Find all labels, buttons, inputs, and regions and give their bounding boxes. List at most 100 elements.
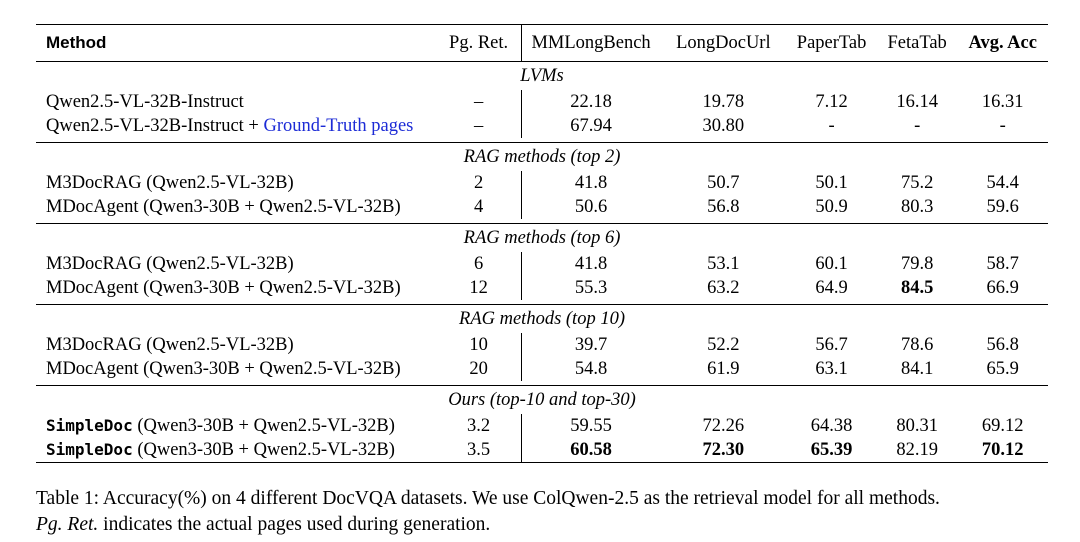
section-title: RAG methods (top 2): [36, 142, 1048, 171]
header-mmlongbench: MMLongBench: [520, 24, 661, 62]
avg-acc-cell: 58.7: [986, 254, 1019, 274]
papertab-cell: 7.12: [815, 92, 848, 112]
header-fetatab: FetaTab: [876, 24, 958, 62]
fetatab-cell: 78.6: [900, 335, 934, 355]
simpledoc-name: SimpleDoc: [46, 416, 133, 435]
fetatab-cell: 84.1: [900, 359, 934, 379]
header-avg-acc: Avg. Acc: [957, 24, 1048, 62]
table-row: SimpleDoc (Qwen3-30B + Qwen2.5-VL-32B) 3…: [36, 438, 1048, 463]
mmlongbench-cell: 39.7: [520, 333, 661, 357]
fetatab-cell: 16.14: [896, 92, 938, 112]
pg-ret-cell: –: [473, 92, 484, 112]
method-cell: MDocAgent (Qwen3-30B + Qwen2.5-VL-32B): [46, 197, 401, 217]
method-text: (Qwen3-30B + Qwen2.5-VL-32B): [132, 416, 395, 436]
fetatab-cell: 75.2: [900, 173, 934, 193]
pg-ret-cell: 10: [469, 335, 488, 355]
pg-ret-cell: 3.5: [436, 438, 522, 463]
table-row: SimpleDoc (Qwen3-30B + Qwen2.5-VL-32B) 3…: [36, 414, 1048, 438]
avg-acc-cell: 66.9: [986, 278, 1019, 298]
section-title: RAG methods (top 6): [36, 223, 1048, 252]
table-header-row: Method Pg. Ret. MMLongBench LongDocUrl P…: [36, 24, 1048, 62]
papertab-cell: 63.1: [815, 359, 848, 379]
section-title: LVMs: [520, 66, 564, 86]
table-row: Qwen2.5-VL-32B-Instruct – 22.18 19.78 7.…: [36, 90, 1048, 114]
avg-acc-cell: 59.6: [986, 197, 1019, 217]
table-row: M3DocRAG (Qwen2.5-VL-32B) 10 39.7 52.2 5…: [36, 333, 1048, 357]
caption-line-2: Pg. Ret. indicates the actual pages used…: [36, 512, 1056, 538]
longdocurl-cell: 50.7: [707, 173, 740, 193]
method-cell: M3DocRAG (Qwen2.5-VL-32B): [46, 173, 294, 193]
method-cell: MDocAgent (Qwen3-30B + Qwen2.5-VL-32B): [46, 359, 401, 379]
mmlongbench-cell: 41.8: [520, 252, 661, 276]
avg-acc-cell: 65.9: [986, 359, 1019, 379]
avg-acc-cell-best: 70.12: [957, 438, 1048, 463]
results-table: Method Pg. Ret. MMLongBench LongDocUrl P…: [36, 24, 1048, 463]
fetatab-cell: 80.3: [900, 197, 934, 217]
section-title-row: Ours (top-10 and top-30): [36, 385, 1048, 414]
table-row: MDocAgent (Qwen3-30B + Qwen2.5-VL-32B) 2…: [36, 357, 1048, 381]
papertab-cell: 64.9: [815, 278, 848, 298]
section-title-row: RAG methods (top 10): [36, 304, 1048, 333]
method-cell: M3DocRAG (Qwen2.5-VL-32B): [46, 335, 294, 355]
header-papertab: PaperTab: [786, 24, 877, 62]
pg-ret-cell: 4: [473, 197, 484, 217]
method-text: (Qwen3-30B + Qwen2.5-VL-32B): [132, 440, 395, 460]
caption-line-1: Table 1: Accuracy(%) on 4 different DocV…: [36, 488, 940, 509]
fetatab-cell: 82.19: [876, 438, 958, 463]
avg-acc-cell: -: [999, 116, 1006, 136]
method-cell: SimpleDoc (Qwen3-30B + Qwen2.5-VL-32B): [36, 438, 437, 463]
papertab-cell: 64.38: [810, 416, 853, 436]
section-title: RAG methods (top 10): [36, 304, 1048, 333]
ground-truth-link[interactable]: Ground-Truth pages: [263, 116, 414, 136]
pg-ret-cell: 3.2: [467, 416, 491, 436]
avg-acc-cell: 54.4: [986, 173, 1019, 193]
mmlongbench-cell: 41.8: [520, 171, 661, 195]
papertab-cell: 50.1: [815, 173, 848, 193]
avg-acc-cell: 69.12: [981, 416, 1024, 436]
longdocurl-cell: 52.2: [707, 335, 740, 355]
papertab-cell: -: [828, 116, 835, 136]
method-cell: Qwen2.5-VL-32B-Instruct + Ground-Truth p…: [36, 114, 436, 138]
mmlongbench-cell-best: 60.58: [520, 438, 661, 463]
section-title-row: LVMs: [36, 62, 1048, 91]
table-row: M3DocRAG (Qwen2.5-VL-32B) 2 41.8 50.7 50…: [36, 171, 1048, 195]
header-method: Method: [36, 24, 437, 62]
caption-line-2-text: indicates the actual pages used during g…: [98, 514, 491, 535]
method-cell: SimpleDoc (Qwen3-30B + Qwen2.5-VL-32B): [36, 414, 436, 438]
mmlongbench-cell: 50.6: [520, 195, 661, 219]
papertab-cell-best: 65.39: [786, 438, 877, 463]
fetatab-cell: -: [914, 116, 921, 136]
pg-ret-cell: 2: [473, 173, 484, 193]
longdocurl-cell: 53.1: [707, 254, 740, 274]
section-title: Ours (top-10 and top-30): [36, 385, 1048, 414]
fetatab-cell: 79.8: [900, 254, 934, 274]
pg-ret-cell: 12: [469, 278, 488, 298]
pg-ret-cell: 20: [469, 359, 488, 379]
mmlongbench-cell: 67.94: [520, 114, 661, 138]
header-longdocurl: LongDocUrl: [660, 24, 787, 62]
mmlongbench-cell: 59.55: [520, 414, 661, 438]
longdocurl-cell: 30.80: [702, 116, 745, 136]
pg-ret-cell: 6: [473, 254, 484, 274]
method-text: Qwen2.5-VL-32B-Instruct +: [46, 116, 264, 136]
caption-italic-term: Pg. Ret.: [36, 514, 99, 535]
longdocurl-cell: 19.78: [702, 92, 745, 112]
papertab-cell: 56.7: [815, 335, 848, 355]
section-title-row: RAG methods (top 2): [36, 142, 1048, 171]
mmlongbench-cell: 55.3: [520, 276, 661, 300]
fetatab-cell: 80.31: [896, 416, 938, 436]
method-cell: Qwen2.5-VL-32B-Instruct: [46, 92, 244, 112]
papertab-cell: 50.9: [815, 197, 848, 217]
mmlongbench-cell: 22.18: [520, 90, 661, 114]
longdocurl-cell: 72.26: [702, 416, 745, 436]
papertab-cell: 60.1: [815, 254, 848, 274]
longdocurl-cell: 61.9: [707, 359, 740, 379]
table-row: Qwen2.5-VL-32B-Instruct + Ground-Truth p…: [36, 114, 1048, 138]
table-row: MDocAgent (Qwen3-30B + Qwen2.5-VL-32B) 4…: [36, 195, 1048, 219]
longdocurl-cell-best: 72.30: [660, 438, 787, 463]
section-title-row: RAG methods (top 6): [36, 223, 1048, 252]
table-row: M3DocRAG (Qwen2.5-VL-32B) 6 41.8 53.1 60…: [36, 252, 1048, 276]
table-row: MDocAgent (Qwen3-30B + Qwen2.5-VL-32B) 1…: [36, 276, 1048, 300]
method-cell: MDocAgent (Qwen3-30B + Qwen2.5-VL-32B): [46, 278, 401, 298]
longdocurl-cell: 63.2: [707, 278, 740, 298]
